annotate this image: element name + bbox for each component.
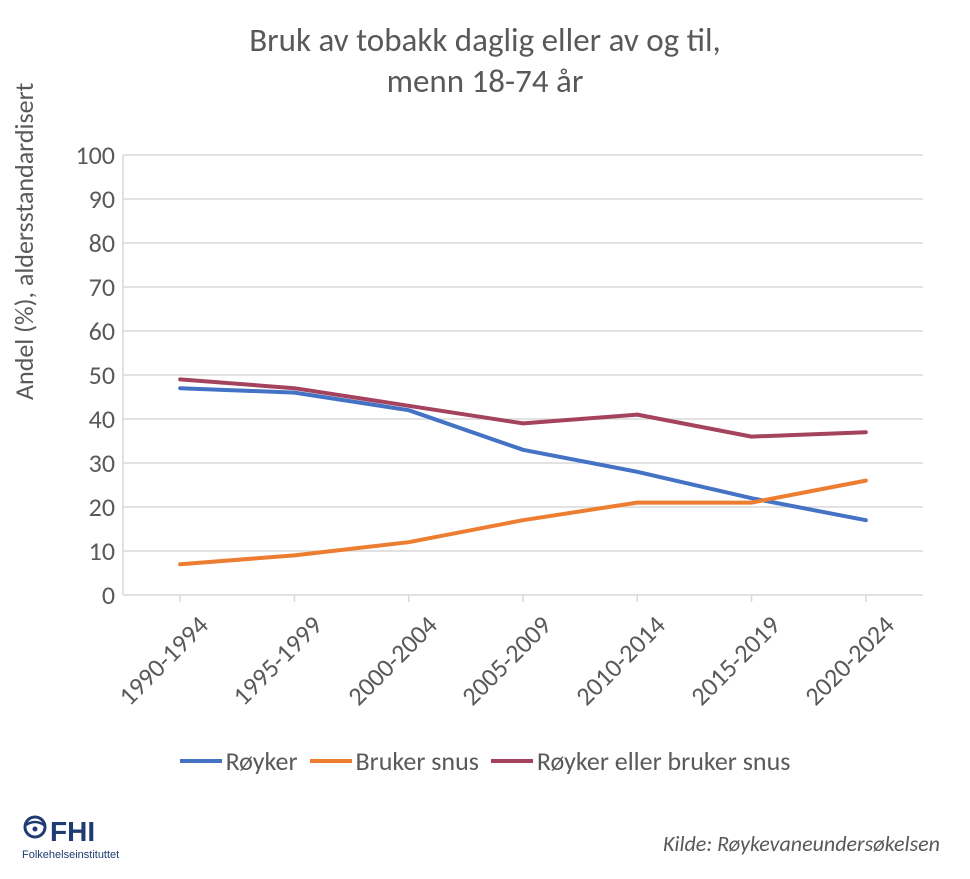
y-tick-label: 70	[89, 271, 115, 303]
legend-swatch	[180, 759, 222, 763]
title-line-2: menn 18-74 år	[387, 61, 584, 101]
chart-title: Bruk av tobakk daglig eller av og til, m…	[0, 20, 970, 103]
chart-container: Bruk av tobakk daglig eller av og til, m…	[0, 0, 970, 879]
plot-svg	[123, 155, 923, 595]
y-tick-label: 100	[75, 139, 115, 171]
y-tick-label: 30	[89, 447, 115, 479]
y-tick-label: 80	[89, 227, 115, 259]
legend-item: Røyker	[180, 745, 298, 777]
series-line	[180, 379, 866, 436]
legend-item: Røyker eller bruker snus	[491, 745, 791, 777]
logo-sub-text: Folkehelseinstituttet	[22, 849, 119, 861]
title-line-1: Bruk av tobakk daglig eller av og til,	[249, 20, 721, 60]
legend-swatch	[491, 759, 533, 763]
x-tick-label: 2005-2009	[443, 609, 558, 724]
x-tick-label: 2015-2019	[672, 609, 787, 724]
logo-main-text: FHI	[50, 816, 95, 847]
legend-label: Røyker eller bruker snus	[537, 745, 791, 777]
y-axis-label: Andel (%), aldersstandardisert	[8, 83, 40, 400]
plot-area: 01020304050607080901001990-19941995-1999…	[123, 155, 923, 595]
y-tick-label: 90	[89, 183, 115, 215]
legend-swatch	[310, 759, 352, 763]
x-tick-label: 2020-2024	[786, 609, 901, 724]
x-tick-label: 2010-2014	[557, 609, 672, 724]
y-tick-label: 20	[89, 491, 115, 523]
legend-item: Bruker snus	[310, 745, 479, 777]
x-tick-label: 2000-2004	[329, 609, 444, 724]
y-tick-label: 50	[89, 359, 115, 391]
legend: Røyker Bruker snus Røyker eller bruker snu…	[0, 745, 970, 777]
legend-label: Røyker	[226, 745, 298, 777]
fhi-logo: FHI Folkehelseinstituttet	[22, 814, 172, 864]
source-text: Kilde: Røykevaneundersøkelsen	[663, 830, 940, 857]
y-tick-label: 60	[89, 315, 115, 347]
x-tick-label: 1990-1994	[100, 609, 215, 724]
legend-label: Bruker snus	[356, 745, 479, 777]
x-tick-label: 1995-1999	[214, 609, 329, 724]
y-tick-label: 10	[89, 535, 115, 567]
y-tick-label: 0	[102, 579, 115, 611]
y-tick-label: 40	[89, 403, 115, 435]
